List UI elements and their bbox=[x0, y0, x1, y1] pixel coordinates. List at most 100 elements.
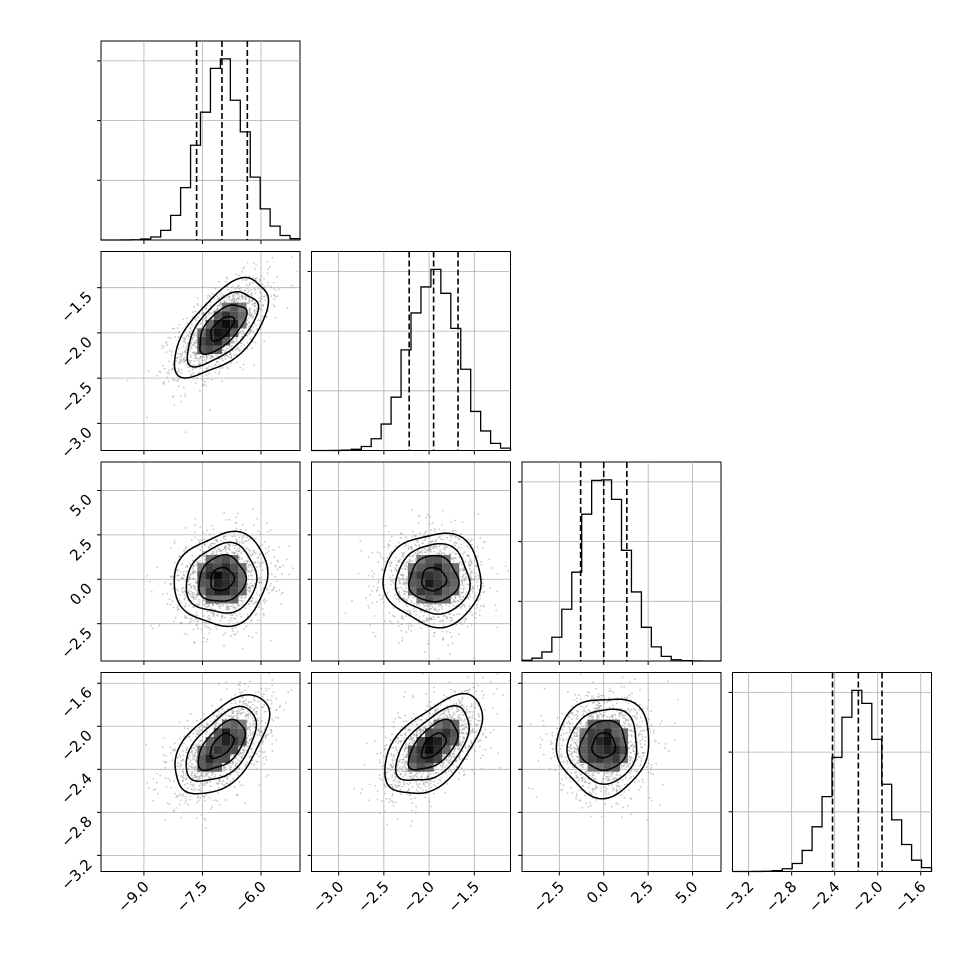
density-cell bbox=[442, 587, 451, 596]
sample-point bbox=[194, 364, 196, 367]
sample-point bbox=[222, 535, 225, 538]
contour-line bbox=[210, 566, 236, 592]
sample-point bbox=[380, 598, 382, 601]
sample-point bbox=[260, 561, 263, 563]
sample-point bbox=[214, 287, 217, 290]
sample-point bbox=[278, 546, 280, 548]
sample-point bbox=[234, 287, 236, 290]
sample-point bbox=[163, 345, 166, 348]
sample-point bbox=[466, 583, 469, 586]
sample-point bbox=[460, 607, 463, 609]
sample-point bbox=[476, 546, 479, 548]
sample-point bbox=[440, 523, 443, 526]
sample-point bbox=[262, 599, 265, 602]
sample-point bbox=[219, 605, 222, 607]
sample-point bbox=[469, 575, 472, 577]
sample-point bbox=[209, 617, 212, 620]
sample-point bbox=[392, 574, 394, 576]
sample-point bbox=[145, 416, 148, 419]
sample-point bbox=[252, 281, 254, 284]
sample-point bbox=[406, 582, 408, 585]
sample-point bbox=[473, 568, 476, 571]
sample-point bbox=[456, 600, 459, 603]
sample-point bbox=[165, 341, 168, 344]
sample-point bbox=[466, 545, 468, 548]
sample-point bbox=[456, 548, 459, 551]
sample-point bbox=[426, 604, 429, 607]
density-cell bbox=[416, 571, 426, 580]
sample-point bbox=[235, 299, 238, 302]
sample-point bbox=[437, 616, 440, 618]
sample-point bbox=[238, 274, 241, 277]
sample-point bbox=[190, 347, 193, 350]
sample-point bbox=[180, 359, 183, 361]
sample-point bbox=[406, 591, 409, 593]
sample-point bbox=[250, 574, 252, 576]
sample-point bbox=[248, 548, 250, 551]
sample-point bbox=[403, 590, 406, 593]
sample-point bbox=[235, 527, 238, 530]
sample-point bbox=[200, 312, 203, 315]
density-cell bbox=[213, 571, 222, 580]
sample-point bbox=[461, 521, 464, 523]
sample-point bbox=[371, 575, 374, 578]
sample-point bbox=[189, 572, 192, 575]
sample-point bbox=[198, 777, 201, 779]
density-cell bbox=[221, 571, 231, 580]
sample-point bbox=[216, 603, 219, 605]
sample-point bbox=[235, 292, 238, 295]
histogram-step-0 bbox=[100, 58, 301, 241]
sample-point bbox=[227, 547, 230, 549]
sample-point bbox=[241, 271, 243, 273]
sample-point bbox=[220, 615, 223, 618]
sample-point bbox=[180, 354, 183, 357]
sample-point bbox=[260, 304, 263, 306]
sample-point bbox=[389, 565, 392, 567]
sample-point bbox=[192, 311, 195, 313]
sample-point bbox=[175, 360, 178, 362]
sample-point bbox=[163, 383, 166, 385]
sample-point bbox=[255, 566, 258, 569]
sample-point bbox=[235, 340, 238, 342]
sample-point bbox=[415, 610, 417, 612]
sample-point bbox=[164, 581, 167, 584]
sample-point bbox=[194, 523, 197, 526]
sample-point bbox=[250, 313, 253, 316]
sample-point bbox=[488, 558, 491, 561]
density-cell bbox=[197, 579, 206, 588]
sample-point bbox=[199, 549, 202, 551]
sample-point bbox=[455, 624, 457, 626]
sample-point bbox=[401, 568, 404, 570]
sample-point bbox=[470, 576, 472, 579]
sample-point bbox=[392, 588, 395, 590]
sample-point bbox=[202, 636, 205, 639]
sample-point bbox=[166, 602, 169, 605]
sample-point bbox=[255, 312, 257, 315]
sample-point bbox=[474, 572, 476, 574]
sample-point bbox=[237, 716, 240, 719]
sample-point bbox=[188, 370, 191, 373]
sample-point bbox=[462, 588, 465, 591]
sample-point bbox=[196, 303, 199, 305]
sample-point bbox=[241, 335, 244, 338]
sample-point bbox=[423, 539, 426, 541]
sample-point bbox=[216, 309, 218, 312]
sample-point bbox=[247, 712, 250, 715]
sample-point bbox=[383, 584, 386, 586]
density-cell bbox=[213, 336, 222, 346]
sample-point bbox=[483, 590, 486, 593]
sample-point bbox=[472, 596, 475, 599]
sample-point bbox=[234, 633, 237, 636]
sample-point bbox=[221, 617, 224, 620]
sample-point bbox=[167, 380, 170, 383]
sample-point bbox=[273, 305, 276, 308]
sample-point bbox=[412, 555, 415, 557]
sample-point bbox=[257, 319, 259, 322]
sample-point bbox=[371, 551, 374, 554]
sample-point bbox=[376, 600, 378, 603]
sample-point bbox=[244, 289, 247, 292]
density-cell bbox=[433, 571, 443, 580]
sample-point bbox=[402, 579, 405, 581]
sample-point bbox=[195, 319, 197, 321]
sample-point bbox=[252, 553, 254, 556]
